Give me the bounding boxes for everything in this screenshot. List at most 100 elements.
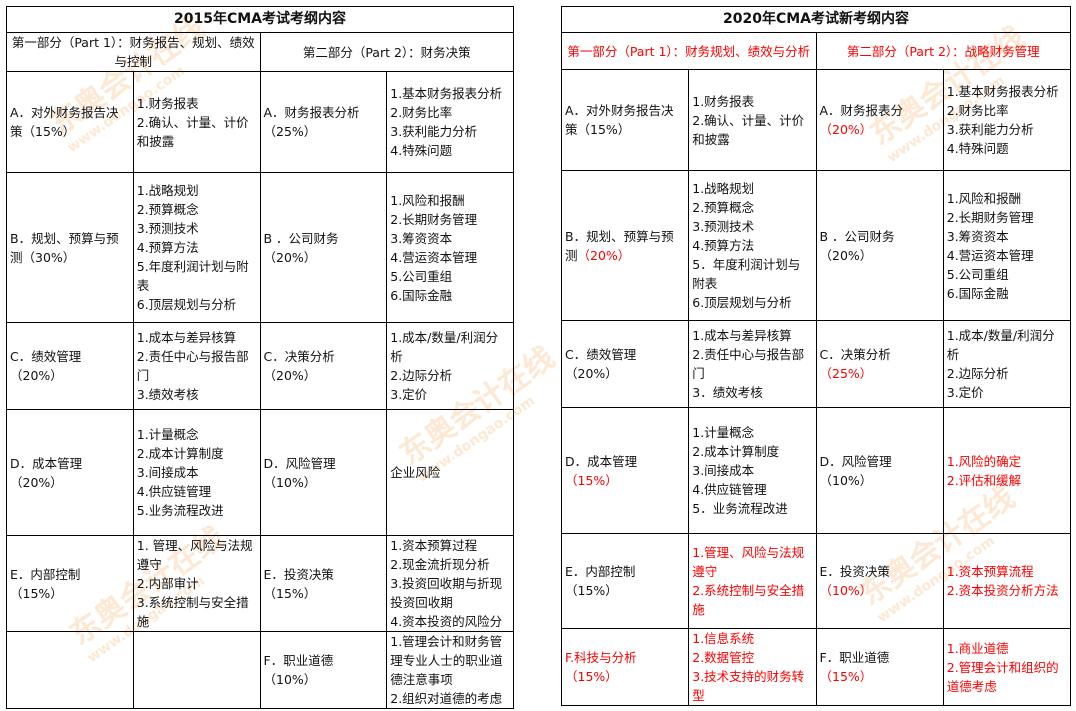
text-segment: 3.获利能力分析 (946, 122, 1034, 137)
topics-cell: 企业风险 (386, 409, 514, 536)
text-segment: 5.公司重组 (390, 268, 453, 284)
text-segment: 1.管理会计和财务管 (390, 634, 503, 649)
cell-line: 测（30%） (10, 248, 130, 267)
cell-line: 6.顶层规划与分析 (692, 293, 812, 312)
text-segment: 2.责任中心与报告部 (136, 349, 249, 364)
text-segment: 理专业人士的职业道 (390, 653, 503, 668)
cell-line: 4.资本投资的风险分 (390, 612, 510, 631)
cell-line: E．内部控制 (565, 562, 685, 581)
text-segment: 1.成本与差异核算 (136, 330, 237, 345)
section-cell: D．风险管理 （10%） (259, 409, 388, 536)
text-segment: 表 (136, 278, 150, 293)
text-segment: 和披露 (692, 131, 730, 147)
text-segment: （10%） (263, 672, 317, 687)
text-segment: D．风险管理 (819, 453, 892, 469)
text-segment: 2.成本计算制度 (692, 444, 780, 459)
cell-line: 3.技术支持的财务转 (692, 667, 812, 686)
text-segment: 2.长期财务管理 (390, 211, 478, 227)
text-segment: 2.系统控制与安全措 (692, 583, 805, 598)
text-segment: （10%） (819, 472, 873, 488)
text-segment: 门 (136, 368, 150, 383)
cell-line: （20%） (10, 473, 130, 492)
text-segment: 门 (692, 366, 705, 381)
topics-cell: 1.风险的确定 2.评估和缓解 (942, 407, 1072, 534)
text-segment: 2.确认、计量、计价 (136, 114, 249, 130)
syllabus-table-2015: 2015年CMA考试考纲内容 第一部分（Part 1）：财务报告、规划、绩效与控制… (6, 6, 514, 709)
text-segment: 2.评估和缓解 (946, 472, 1022, 488)
text-segment: 1.财务报表 (136, 95, 199, 111)
text-segment: C．决策分析 (263, 349, 335, 364)
cell-line: 3.间接成本 (137, 463, 257, 482)
cell-line: 1.计量概念 (692, 423, 812, 442)
text-segment: 5．业务流程改进 (692, 501, 788, 516)
cell-line: 投资回收期 (390, 593, 510, 612)
section-cell: C．绩效管理 （20%） (560, 320, 690, 408)
cell-line: B ．公司财务 (820, 227, 940, 246)
cell-line: 6.顶层规划与分析 (137, 295, 257, 314)
text-segment: 2.预算概念 (692, 200, 755, 215)
text-segment: （20%） (10, 474, 63, 490)
cell-line: （10%） (820, 581, 940, 600)
table-row: C．绩效管理 （20%） 1.成本与差异核算 2.责任中心与报告部门 3.绩效考核 C．决… (6, 322, 514, 410)
text-segment: 2.边际分析 (946, 366, 1009, 381)
section-cell: A．财务报表分析 （25%） (259, 71, 388, 173)
cell-line: 1.财务报表 (137, 94, 257, 113)
text-segment: 3.绩效考核 (136, 387, 199, 402)
text-segment: B ．公司财务 (819, 228, 895, 244)
cell-line: 4.供应链管理 (137, 482, 257, 501)
cell-line: 门 (692, 364, 812, 383)
text-segment: 6.国际金融 (390, 287, 453, 303)
section-cell (6, 631, 134, 709)
text-segment: 1.战略规划 (692, 181, 755, 196)
text-segment: 4.特殊问题 (946, 141, 1009, 156)
cell-line: （25%） (264, 122, 384, 141)
text-segment: 3.预测技术 (692, 219, 755, 234)
part-header: 第一部分（Part 1）：财务报告、规划、绩效与控制 (6, 32, 261, 72)
text-segment: 遵守 (136, 557, 162, 572)
cell-line: 4.营运资本管理 (947, 246, 1067, 265)
text-segment: 1.财务报表 (692, 93, 755, 109)
section-cell: E．内部控制 （15%） (6, 535, 134, 632)
text-segment: （15%） (565, 583, 618, 598)
cell-line: （15%） (565, 471, 685, 490)
cell-line: 3.系统控制与安全措 (137, 593, 257, 612)
cell-line: 4.特殊问题 (390, 141, 510, 160)
cell-line: 3.获利能力分析 (390, 122, 510, 141)
text-segment: 1.信息系统 (692, 631, 755, 646)
cell-line: 2.边际分析 (947, 364, 1067, 383)
cell-line: B．规划、预算与预 (565, 227, 685, 246)
cell-line: 2.数据管控 (692, 648, 812, 667)
cell-line: 5．业务流程改进 (692, 499, 812, 518)
table-row: A．对外财务报告决 策（15%） 1.财务报表 2.确认、计量、计价 和披露 A．财务报表… (560, 69, 1072, 171)
cell-line: 1. 管理、风险与法规 (137, 537, 257, 556)
text-segment: 3.投资回收期与折现 (390, 576, 503, 591)
cell-line: F．职业道德 (820, 648, 940, 667)
cell-line: 测（20%） (565, 246, 685, 265)
text-segment: D．成本管理 (565, 453, 638, 469)
cell-line: 4.预算方法 (692, 236, 812, 255)
cell-line: 2.长期财务管理 (947, 208, 1067, 227)
cell-line: 2.现金流折现分析 (390, 555, 510, 574)
text-segment: E．投资决策 (819, 564, 890, 579)
cell-line: 2.责任中心与报告部 (137, 347, 257, 366)
cell-line: E．内部控制 (10, 565, 130, 584)
cell-line: 5.年度利润计划与附 (137, 257, 257, 276)
section-cell: E．投资决策 （15%） (259, 535, 388, 632)
text-segment: 2.财务比率 (946, 103, 1009, 118)
table-row: A．对外财务报告决 策（15%） 1.财务报表 2.确认、计量、计价 和披露 A．财务报表… (6, 71, 514, 173)
text-segment: A．财务报表分析 (263, 105, 360, 120)
table-title: 2020年CMA考试新考纲内容 (561, 6, 1071, 33)
cell-line: 1.基本财务报表分析 (947, 82, 1067, 101)
cell-line: （20%） (264, 248, 384, 267)
table-row: F.科技与分析 （15%） 1.信息系统 2.数据管控 3.技术支持的财务转型 F．职业道… (560, 628, 1072, 706)
text-segment: A．对外财务报告决 (565, 103, 674, 118)
syllabus-table-2020: 2020年CMA考试新考纲内容 第一部分（Part 1）：财务规划、绩效与分析 第二… (560, 6, 1072, 706)
text-segment: 企业风险 (390, 465, 441, 480)
cell-line: 和披露 (137, 132, 257, 151)
cell-line: 3.预测技术 (692, 217, 812, 236)
text-segment: （10%） (263, 474, 317, 490)
text-segment: 2.管理会计和组织的 (946, 659, 1059, 675)
table-row: E．内部控制 （15%） 1. 管理、风险与法规 遵守 2.内部审计 3.系统控制与安全措… (6, 535, 514, 632)
text-segment: D．成本管理 (10, 455, 83, 471)
text-segment: A．对外财务报告决 (10, 105, 119, 120)
